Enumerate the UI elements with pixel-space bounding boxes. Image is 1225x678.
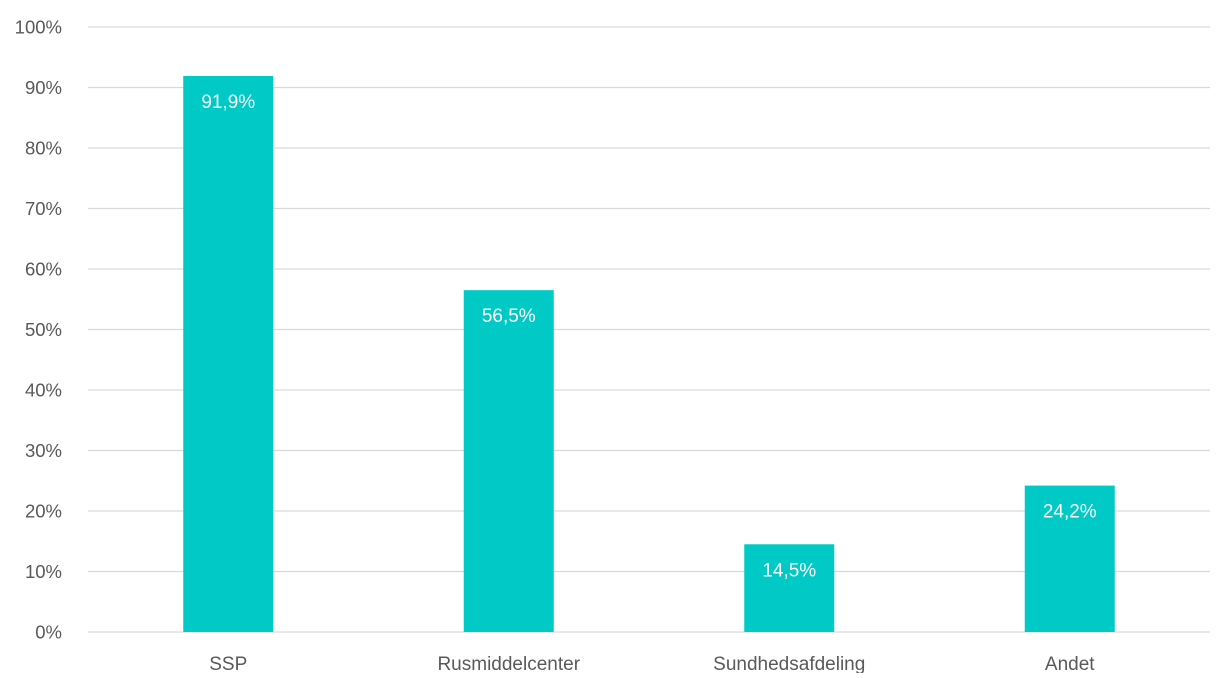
x-tick-label: SSP xyxy=(209,654,247,673)
y-tick-label: 90% xyxy=(25,77,62,98)
data-label: 56,5% xyxy=(482,306,536,327)
bar-andet xyxy=(1024,485,1115,632)
y-tick-label: 40% xyxy=(25,380,62,401)
y-axis-tick-labels: 0% 10% 20% 30% 40% 50% 60% 70% 80% 90% 100% xyxy=(15,17,62,643)
data-labels: 91,9% 56,5% 14,5% 24,2% xyxy=(201,92,1096,581)
bars xyxy=(183,76,1115,632)
x-tick-label: Andet xyxy=(1045,654,1095,673)
y-tick-label: 0% xyxy=(35,622,62,643)
x-tick-label: Sundhedsafdeling xyxy=(713,654,865,673)
gridlines xyxy=(88,26,1210,633)
y-tick-label: 20% xyxy=(25,501,62,522)
x-tick-label: Rusmiddelcenter xyxy=(437,654,580,673)
y-tick-label: 80% xyxy=(25,138,62,159)
x-axis-tick-labels: SSP Rusmiddelcenter Sundhedsafdeling Andet xyxy=(209,654,1095,675)
y-tick-label: 60% xyxy=(25,259,62,280)
data-label: 91,9% xyxy=(201,92,255,113)
bar-rusmiddelcenter xyxy=(463,290,554,632)
y-tick-label: 70% xyxy=(25,198,62,219)
data-label: 14,5% xyxy=(762,560,816,581)
data-label: 24,2% xyxy=(1043,502,1097,523)
bar-ssp xyxy=(183,76,274,632)
y-tick-label: 50% xyxy=(25,319,62,340)
y-tick-label: 10% xyxy=(25,561,62,582)
y-tick-label: 100% xyxy=(15,17,62,38)
y-tick-label: 30% xyxy=(25,440,62,461)
bar-sundhedsafdeling xyxy=(744,544,835,632)
